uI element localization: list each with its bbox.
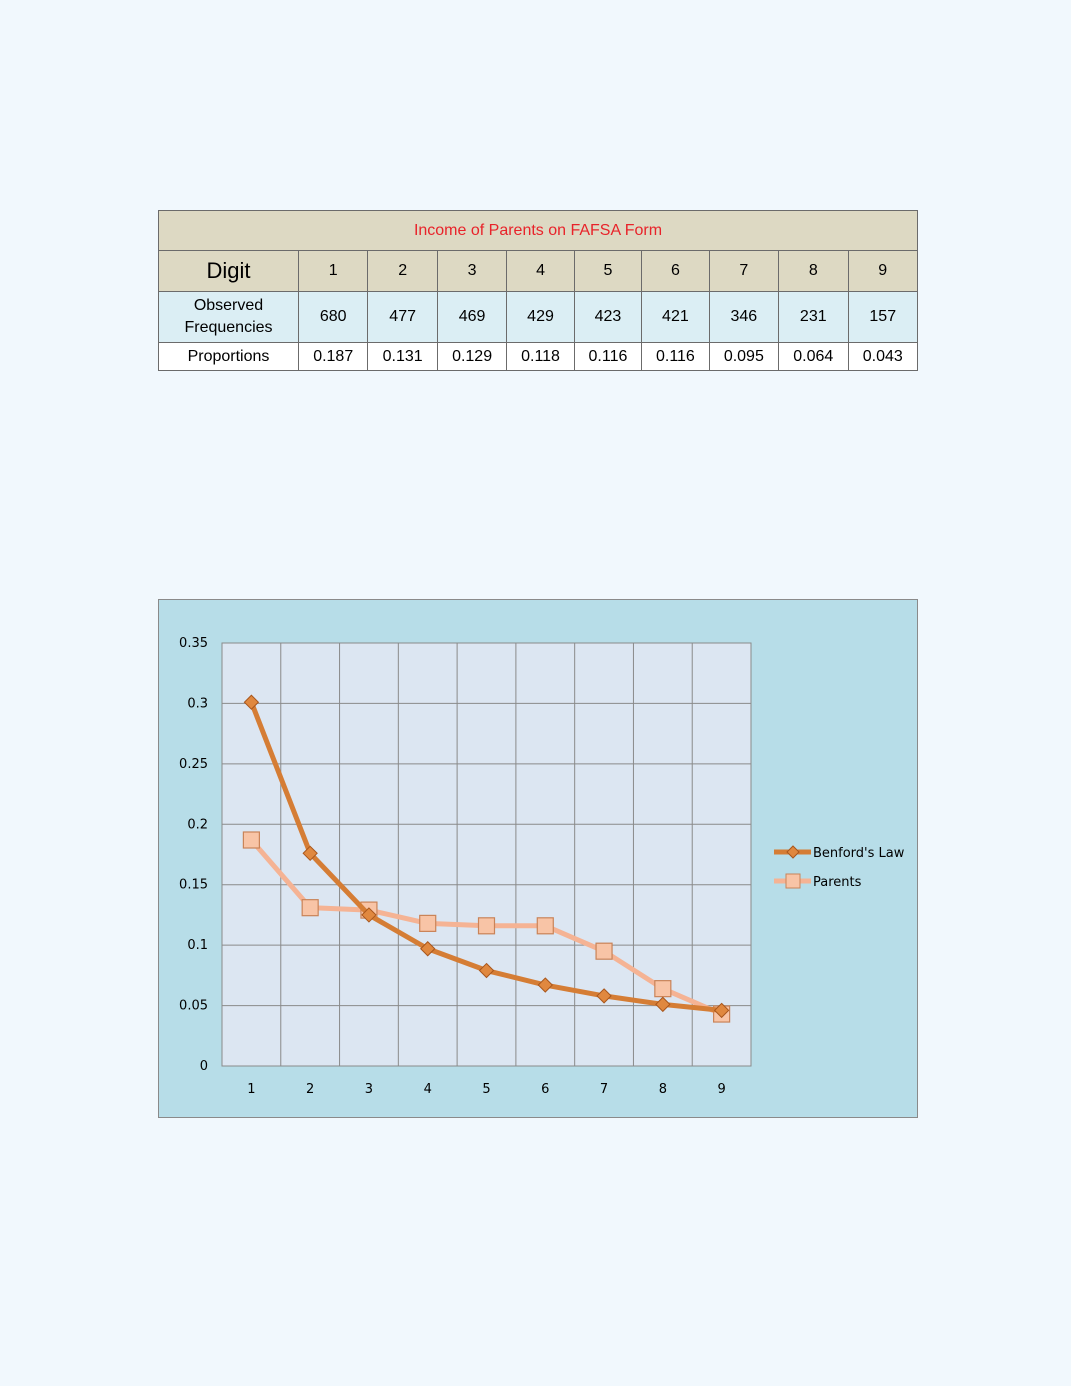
- proportion-cell-9: 0.043: [847, 342, 918, 371]
- proportion-cell-4: 0.118: [506, 342, 575, 371]
- point-benford-s-law-5: [478, 962, 495, 979]
- plot-area: [221, 642, 752, 1067]
- proportions-row: Proportions 0.187 0.131 0.129 0.118 0.116 0.1…: [158, 342, 918, 371]
- digit-cell-2: 2: [367, 250, 438, 292]
- x-tick-label-1: 1: [247, 1082, 255, 1097]
- point-benford-s-law-9: [713, 1002, 730, 1019]
- digit-cell-9: 9: [847, 250, 918, 292]
- observed-cell-9: 157: [847, 291, 918, 343]
- observed-cell-4: 429: [506, 291, 575, 343]
- proportion-cell-5: 0.116: [573, 342, 643, 371]
- y-tick-label-6: 0.3: [187, 696, 208, 711]
- x-tick-label-7: 7: [600, 1082, 608, 1097]
- y-tick-label-0: 0: [200, 1059, 208, 1074]
- y-tick-label-2: 0.1: [187, 938, 208, 953]
- proportion-cell-8: 0.064: [778, 342, 849, 371]
- legend-marker-parents: [785, 873, 801, 889]
- digit-cell-1: 1: [297, 250, 369, 292]
- proportion-cell-7: 0.095: [708, 342, 780, 371]
- legend-marker-benford-s-law: [786, 845, 800, 859]
- table-title: Income of Parents on FAFSA Form: [158, 210, 918, 251]
- observed-header-line1: Observed: [193, 297, 264, 314]
- digit-cell-8: 8: [778, 250, 849, 292]
- x-tick-label-5: 5: [482, 1082, 490, 1097]
- y-tick-label-1: 0.05: [179, 999, 208, 1014]
- x-tick-label-4: 4: [424, 1082, 432, 1097]
- chart-svg: 0 0.05 0.1 0.15 0.2 0.25 0.3 0.35 1 2 3 4 5 6 7 8 9 Benfo…: [179, 636, 905, 1097]
- observed-cell-5: 423: [573, 291, 643, 343]
- x-tick-label-9: 9: [717, 1082, 725, 1097]
- y-tick-label-4: 0.2: [187, 817, 208, 832]
- point-parents-8: [654, 980, 672, 998]
- x-tick-label-6: 6: [541, 1082, 549, 1097]
- digit-cell-5: 5: [573, 250, 643, 292]
- proportion-cell-6: 0.116: [641, 342, 710, 371]
- proportion-cell-3: 0.129: [436, 342, 508, 371]
- x-tick-label-2: 2: [306, 1082, 314, 1097]
- y-tick-label-3: 0.15: [179, 878, 208, 893]
- point-benford-s-law-3: [361, 907, 377, 923]
- point-parents-2: [301, 899, 319, 917]
- y-tick-label-7: 0.35: [179, 636, 208, 651]
- legend-label-parents: Parents: [813, 875, 862, 890]
- observed-cell-3: 469: [436, 291, 508, 343]
- point-benford-s-law-4: [420, 941, 436, 957]
- benford-chart: 0 0.05 0.1 0.15 0.2 0.25 0.3 0.35 1 2 3 4 5 6 7 8 9 Benfo…: [158, 599, 918, 1118]
- point-parents-7: [595, 942, 613, 960]
- point-benford-s-law-1: [243, 694, 260, 710]
- proportion-cell-1: 0.187: [297, 342, 369, 371]
- observed-cell-2: 477: [367, 291, 438, 343]
- point-benford-s-law-7: [596, 988, 612, 1004]
- digit-header: Digit: [158, 250, 299, 292]
- observed-frequencies-row: Observed Frequencies 680 477 469 429 423 421 3…: [158, 291, 918, 343]
- proportion-cell-2: 0.131: [367, 342, 438, 371]
- y-tick-label-5: 0.25: [179, 757, 208, 772]
- legend-label-benford-s-law: Benford's Law: [813, 846, 905, 861]
- proportions-header: Proportions: [158, 342, 299, 371]
- observed-cell-6: 421: [641, 291, 710, 343]
- point-benford-s-law-2: [302, 845, 318, 861]
- observed-cell-1: 680: [297, 291, 369, 343]
- digit-cell-4: 4: [506, 250, 575, 292]
- point-benford-s-law-6: [537, 977, 553, 993]
- observed-header-line2: Frequencies: [184, 319, 273, 336]
- point-parents-4: [419, 914, 437, 932]
- digit-cell-6: 6: [641, 250, 710, 292]
- point-benford-s-law-8: [655, 996, 671, 1013]
- point-parents-6: [536, 917, 554, 935]
- x-tick-label-8: 8: [659, 1082, 667, 1097]
- digit-cell-3: 3: [436, 250, 508, 292]
- digit-cell-7: 7: [708, 250, 780, 292]
- observed-frequencies-header: Observed Frequencies: [158, 291, 299, 343]
- point-parents-1: [242, 831, 260, 849]
- observed-cell-7: 346: [708, 291, 780, 343]
- point-parents-5: [477, 917, 496, 935]
- x-tick-label-3: 3: [365, 1082, 373, 1097]
- observed-cell-8: 231: [778, 291, 849, 343]
